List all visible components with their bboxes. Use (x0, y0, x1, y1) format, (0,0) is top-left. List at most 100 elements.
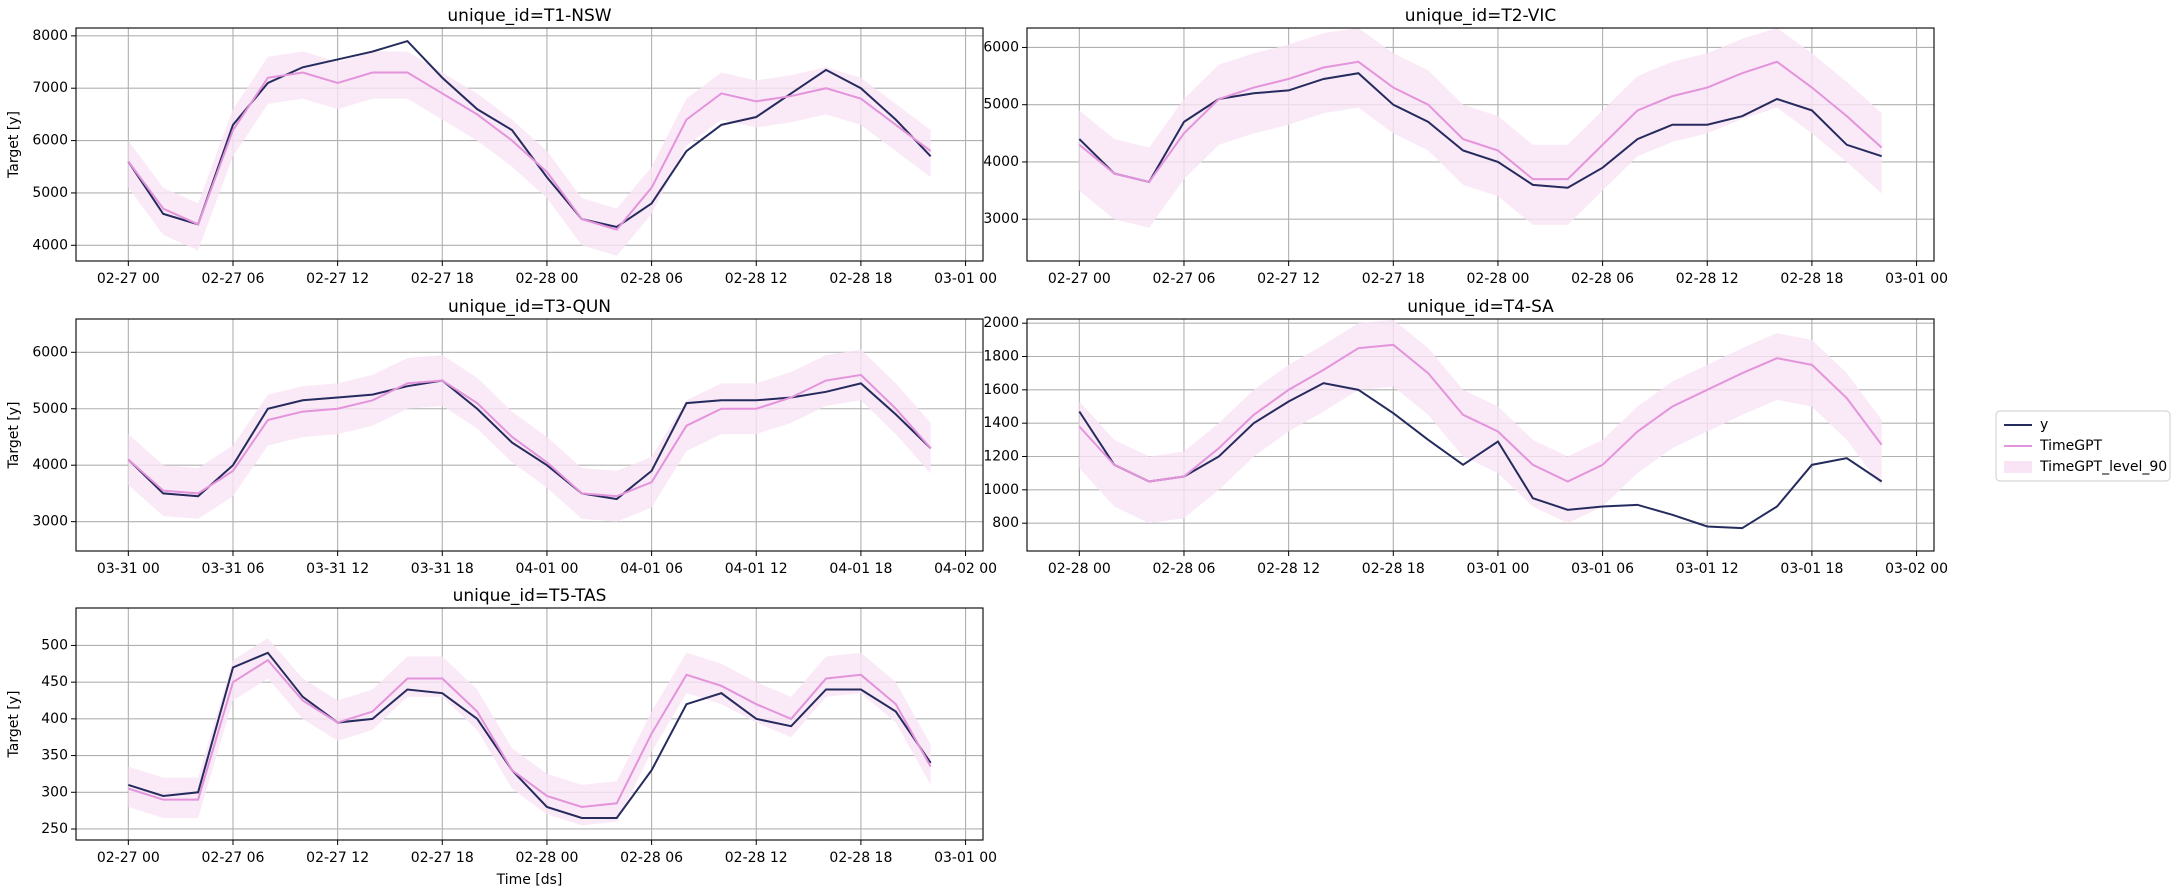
y-tick-label: 800 (992, 515, 1019, 531)
subplot-title: unique_id=T3-QUN (448, 297, 611, 317)
subplot-title: unique_id=T4-SA (1407, 297, 1554, 317)
x-tick-label: 03-31 06 (202, 561, 265, 577)
plot-area (76, 608, 983, 840)
y-tick-label: 300 (41, 784, 68, 800)
interval-band (1079, 319, 1882, 524)
y-tick-label: 1600 (983, 382, 1019, 398)
x-tick-label: 03-01 00 (1885, 271, 1948, 287)
y-tick-label: 6000 (32, 344, 68, 360)
series-line (1078, 382, 1883, 530)
x-tick-label: 02-28 12 (1257, 561, 1320, 577)
x-tick-label: 03-31 18 (411, 561, 474, 577)
legend-label: TimeGPT_level_90 (2039, 459, 2167, 475)
series-line (1078, 60, 1883, 184)
x-tick-label: 03-31 12 (306, 561, 369, 577)
x-tick-label: 02-27 06 (1153, 271, 1216, 287)
plot-area (1027, 319, 1934, 551)
y-tick-label: 250 (41, 821, 68, 837)
x-tick-label: 02-27 12 (306, 271, 369, 287)
series-line (1078, 72, 1882, 189)
y-tick-label: 6000 (983, 39, 1019, 55)
y-tick-label: 5000 (983, 97, 1019, 113)
interval-band (128, 638, 931, 826)
x-tick-label: 02-28 06 (620, 271, 683, 287)
y-tick-label: 1800 (983, 349, 1019, 365)
y-tick-label: 2000 (983, 315, 1019, 331)
x-tick-label: 03-01 06 (1571, 561, 1634, 577)
series-line (128, 658, 932, 808)
x-tick-label: 03-01 12 (1676, 561, 1739, 577)
plot-area (76, 28, 983, 261)
x-tick-label: 04-01 18 (829, 561, 892, 577)
x-tick-label: 02-28 00 (1048, 561, 1111, 577)
y-tick-label: 4000 (983, 154, 1019, 170)
x-tick-label: 02-28 18 (829, 271, 892, 287)
y-tick-label: 3000 (32, 514, 68, 530)
subplot-title: unique_id=T1-NSW (447, 6, 611, 26)
legend: y TimeGPT TimeGPT_level_90 (1995, 410, 2171, 482)
legend-label: TimeGPT (2039, 438, 2103, 454)
y-tick-label: 350 (41, 748, 68, 764)
y-tick-label: 5000 (32, 401, 68, 417)
subplot-title: unique_id=T2-VIC (1405, 6, 1556, 26)
y-tick-label: 400 (41, 711, 68, 727)
legend-frame (1995, 410, 2171, 482)
series-line (1078, 343, 1883, 483)
y-tick-label: 8000 (32, 28, 68, 44)
x-tick-label: 02-27 18 (411, 850, 474, 866)
x-tick-label: 02-27 12 (1257, 271, 1320, 287)
x-tick-label: 03-01 00 (934, 271, 997, 287)
x-tick-label: 02-27 18 (411, 271, 474, 287)
series-line (127, 71, 932, 231)
y-tick-label: 450 (41, 674, 68, 690)
plot-area (76, 319, 983, 551)
x-tick-label: 02-28 06 (1571, 271, 1634, 287)
x-tick-label: 03-01 00 (934, 850, 997, 866)
x-tick-label: 02-28 12 (725, 271, 788, 287)
y-tick-label: 7000 (32, 80, 68, 96)
interval-band (128, 349, 931, 522)
legend-label: y (2040, 417, 2048, 433)
x-tick-label: 03-02 00 (1885, 561, 1948, 577)
x-tick-label: 02-28 06 (1153, 561, 1216, 577)
axes-frame (1026, 318, 1935, 552)
x-tick-label: 02-27 00 (1048, 271, 1111, 287)
x-tick-label: 02-28 12 (725, 850, 788, 866)
y-tick-label: 3000 (983, 211, 1019, 227)
x-axis-label: Time [ds] (496, 872, 563, 888)
x-tick-label: 02-27 00 (97, 271, 160, 287)
legend-swatch (2004, 461, 2032, 473)
y-axis-label: Target [y] (6, 111, 22, 179)
y-tick-label: 5000 (32, 185, 68, 201)
x-tick-label: 02-28 18 (1362, 561, 1425, 577)
y-axis-label: Target [y] (6, 402, 22, 470)
series-line (128, 651, 932, 819)
x-tick-label: 02-27 12 (306, 850, 369, 866)
y-tick-label: 1400 (983, 415, 1019, 431)
y-axis-label: Target [y] (6, 691, 22, 759)
x-tick-label: 02-28 00 (515, 271, 578, 287)
y-tick-label: 500 (41, 637, 68, 653)
x-tick-label: 02-28 18 (1780, 271, 1843, 287)
y-tick-label: 4000 (32, 457, 68, 473)
x-tick-label: 02-28 06 (620, 850, 683, 866)
x-tick-label: 03-01 18 (1780, 561, 1843, 577)
series-line (127, 379, 932, 501)
y-tick-label: 1000 (983, 482, 1019, 498)
x-tick-label: 02-28 00 (1466, 271, 1529, 287)
x-tick-label: 02-28 00 (515, 850, 578, 866)
series-line (127, 373, 932, 498)
interval-band (1079, 28, 1882, 228)
axes-frame (75, 318, 984, 552)
axes-frame (75, 607, 984, 841)
axes-frame (75, 27, 984, 262)
y-tick-label: 4000 (32, 237, 68, 253)
x-tick-label: 03-31 00 (97, 561, 160, 577)
series-line (127, 39, 932, 229)
y-tick-label: 1200 (983, 449, 1019, 465)
x-tick-label: 02-27 18 (1362, 271, 1425, 287)
x-tick-label: 02-28 12 (1676, 271, 1739, 287)
x-tick-label: 02-27 06 (202, 850, 265, 866)
x-tick-label: 04-01 00 (515, 561, 578, 577)
